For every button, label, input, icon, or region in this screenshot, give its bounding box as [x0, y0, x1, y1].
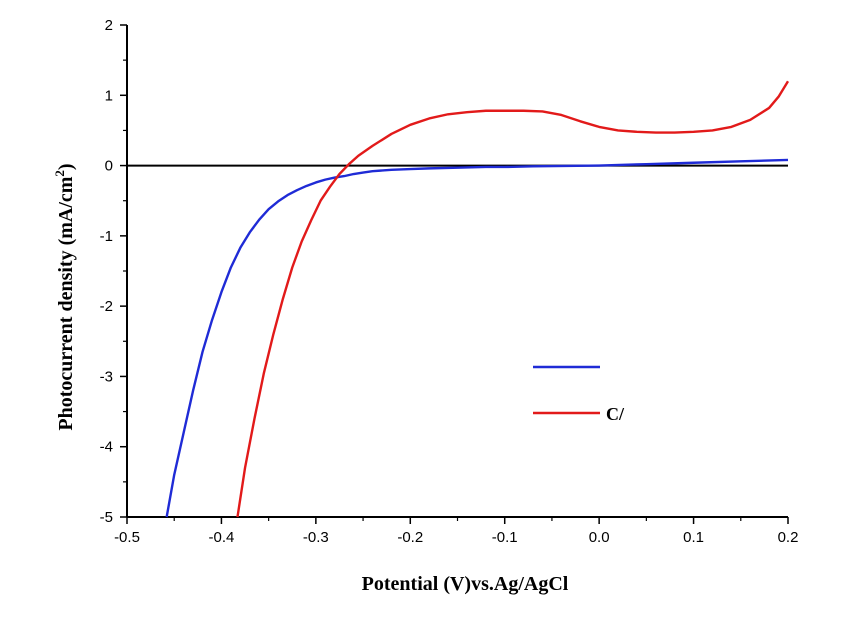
- x-tick-label: 0.0: [589, 529, 610, 546]
- y-tick-label: -3: [100, 368, 113, 385]
- y-tick-label: 0: [105, 158, 113, 175]
- y-tick-label: 1: [105, 87, 113, 104]
- legend-label-2: C/: [606, 404, 625, 424]
- plot-frame: [126, 25, 788, 518]
- y-axis-title-sup: 2: [52, 170, 67, 177]
- x-tick-label: -0.4: [208, 529, 234, 546]
- y-axis-title: Photocurrent density (mA/cm2): [52, 163, 77, 430]
- x-tick-label: 0.1: [683, 529, 704, 546]
- series-group: [165, 80, 790, 518]
- y-tick-label: -4: [100, 439, 113, 456]
- y-tick-label: -5: [100, 509, 113, 526]
- x-tick-label: -0.1: [492, 529, 518, 546]
- x-tick-label: -0.3: [303, 529, 329, 546]
- y-axis-title-close: ): [55, 163, 77, 170]
- x-tick-label: -0.5: [114, 529, 140, 546]
- x-tick-label: 0.2: [778, 529, 799, 546]
- y-axis-ticks: -5 -4 -3 -2 -1 0 1 2: [100, 17, 127, 526]
- y-tick-label: -1: [100, 228, 113, 245]
- legend: C/: [533, 365, 625, 424]
- x-axis-title: Potential (V)vs.Ag/AgCl: [362, 573, 569, 595]
- y-tick-label: 2: [105, 17, 113, 34]
- x-axis-ticks: -0.5 -0.4 -0.3 -0.2 -0.1 0.0 0.1 0.2: [114, 517, 798, 546]
- series-line-2: [236, 80, 790, 518]
- x-tick-label: -0.2: [397, 529, 423, 546]
- series-line-1: [165, 158, 789, 518]
- y-axis-title-main: Photocurrent density (mA/cm: [55, 176, 77, 430]
- y-tick-label: -2: [100, 298, 113, 315]
